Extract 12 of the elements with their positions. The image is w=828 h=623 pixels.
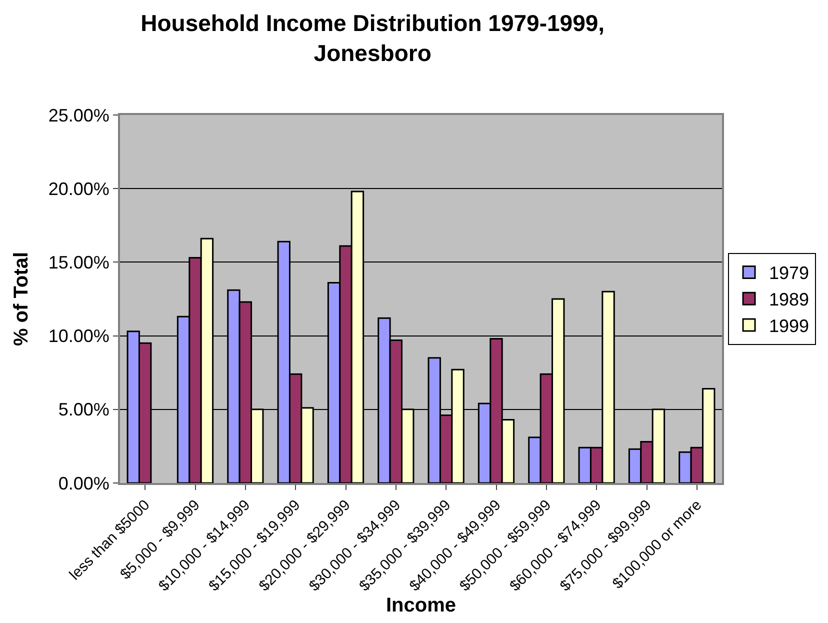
- x-axis-title: Income: [386, 594, 456, 617]
- y-tick-label: 0.00%: [58, 473, 110, 494]
- y-tick-label: 25.00%: [48, 105, 110, 126]
- y-tick-label: 15.00%: [48, 252, 110, 272]
- chart-title: Household Income Distribution 1979-1999, Jonesboro: [140, 10, 605, 66]
- legend-label: 1999: [769, 316, 810, 336]
- y-tick-label: 5.00%: [58, 400, 110, 420]
- legend-label: 1989: [769, 290, 810, 310]
- y-tick-label: 20.00%: [48, 178, 110, 199]
- y-tick-label: 10.00%: [48, 326, 110, 346]
- y-axis-title: % of Total: [10, 252, 32, 346]
- legend-label: 1979: [769, 263, 810, 284]
